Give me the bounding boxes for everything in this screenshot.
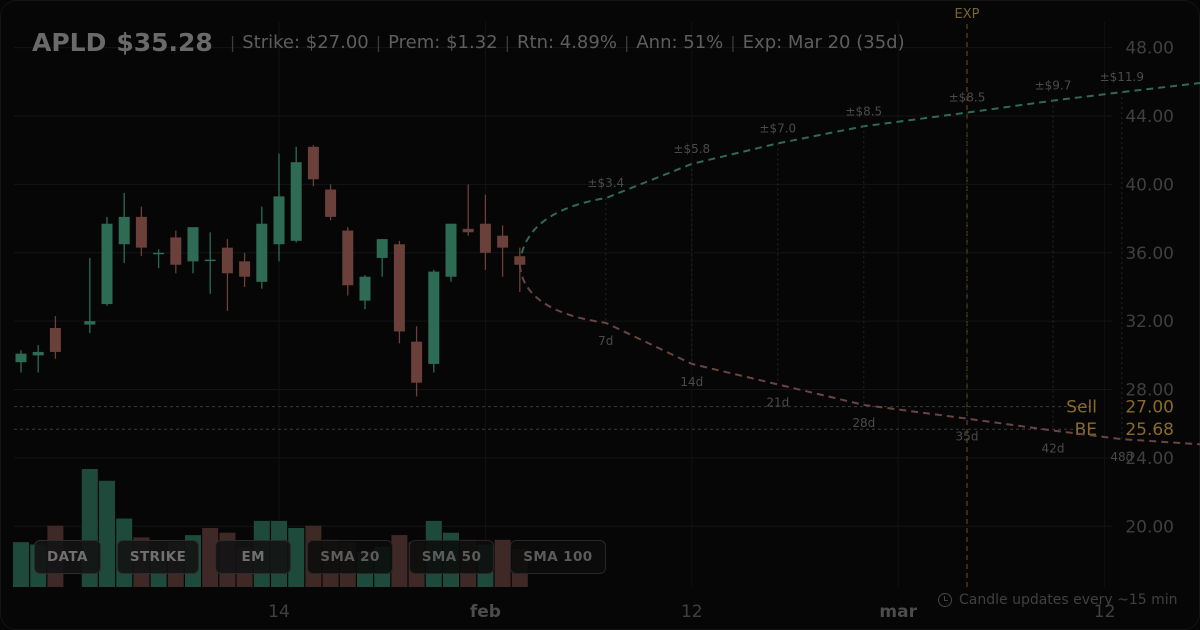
dte-label: 35d [956,430,979,444]
expected-move-label: ±$8.5 [949,91,986,105]
y-tick-label: 28.00 [1125,381,1174,401]
volume-bar [391,535,408,587]
candle-body [153,252,165,255]
expected-move-label: ±$7.0 [759,121,796,135]
x-axis: 14feb12mar12abr [268,602,1116,622]
x-tick-label: mar [879,602,917,622]
candle-body [273,196,285,245]
dte-label: 48d [1110,450,1133,464]
candle-body [32,351,44,356]
x-tick-label: feb [470,602,501,622]
dte-label: 14d [680,375,703,389]
candle-body [256,223,268,282]
expected-move-label: ±$8.5 [845,104,882,118]
volume-bar [494,539,511,587]
chart-grid [14,22,1112,587]
separator: | [730,32,736,52]
candle-body [118,216,130,245]
candle-body [170,237,182,265]
candle-body [514,256,526,265]
lower-expected-move-line [518,265,1200,446]
expected-move-label: ±$5.8 [673,142,710,156]
candlesticks [15,145,526,397]
candle-body [497,235,509,248]
candle-body [445,223,457,277]
dte-label: 21d [766,395,789,409]
expected-move-label: ±$9.7 [1035,79,1072,93]
current-price: $35.28 [116,27,213,57]
ticker-symbol: APLD [32,27,107,57]
y-tick-label: 24.00 [1125,449,1174,469]
candle-body [187,227,199,262]
strike-level-value: 27.00 [1125,398,1174,418]
expected-move-label: ±$3.4 [587,176,624,190]
expected-move-label: ±$11.9 [1100,70,1144,84]
y-tick-label: 44.00 [1125,107,1174,127]
candle-body [15,353,27,363]
strike-stat: Strike: $27.00 [242,31,369,53]
x-tick-label: 12 [681,602,703,622]
separator: | [375,32,382,52]
y-tick-label: 20.00 [1125,517,1174,537]
expected-move-bands: ±$3.4 7d ±$5.8 14d ±$7.0 21d ±$8.5 28d ±$8.5 35d ±… [518,70,1200,464]
x-tick-label: 12 [1094,602,1116,622]
y-tick-label: 36.00 [1125,244,1174,264]
volume-bar [99,480,115,587]
candle-body [359,276,371,301]
separator: | [229,32,236,52]
clock-icon [938,593,952,607]
candle-body [342,230,354,286]
return-stat: Rtn: 4.89% [517,31,617,53]
strike-toggle-button[interactable]: STRIKE [116,540,200,574]
y-axis: 20.00 24.00 28.00 32.00 36.00 40.00 44.00 48.00 [1125,39,1174,538]
sma100-toggle-button[interactable]: SMA 100 [510,540,606,574]
update-status: Candle updates every ~15 min [938,592,1178,608]
candle-body [49,328,61,352]
candle-body [204,259,216,262]
candle-body [84,321,96,325]
candle-body [290,162,302,241]
sma50-toggle-button[interactable]: SMA 50 [408,540,495,574]
candle-body [239,261,251,277]
em-toggle-button[interactable]: EM [215,540,292,574]
y-tick-label: 32.00 [1125,312,1174,332]
candle-body [221,247,233,274]
candle-body [428,271,440,364]
dte-label: 7d [598,334,613,348]
breakeven-level-value: 25.68 [1125,420,1174,440]
candle-body [462,228,474,233]
volume-bar [288,528,305,587]
candle-body [411,341,423,383]
candle-body [376,239,388,258]
upper-expected-move-line [518,82,1200,266]
candle-body [307,146,319,180]
chart-header: APLD $35.28 | Strike: $27.00 | Prem: $1.… [32,24,905,60]
annualized-stat: Ann: 51% [636,31,724,53]
volume-bar [202,528,219,587]
expiration-stat: Exp: Mar 20 (35d) [742,31,905,53]
candle-body [393,244,405,332]
sma20-toggle-button[interactable]: SMA 20 [307,540,393,574]
update-status-text: Candle updates every ~15 min [959,592,1178,608]
breakeven-level-name: BE [1075,420,1097,440]
data-toggle-button[interactable]: DATA [34,540,101,574]
strike-level-name: Sell [1066,398,1097,418]
separator: | [504,32,510,52]
separator: | [623,32,630,52]
candle-body [135,216,147,248]
dte-label: 28d [852,416,875,430]
premium-stat: Prem: $1.32 [388,31,498,53]
expiration-label: EXP [955,7,980,22]
y-tick-label: 40.00 [1125,175,1174,195]
candle-body [101,223,113,305]
overlay-toggle-bar: DATA STRIKE EM SMA 20 SMA 50 SMA 100 [34,540,606,574]
dte-label: 42d [1042,442,1065,456]
candle-body [325,189,337,217]
volume-bar [13,542,29,587]
candle-body [479,223,491,253]
y-tick-label: 48.00 [1125,39,1174,59]
x-tick-label: 14 [268,602,290,622]
